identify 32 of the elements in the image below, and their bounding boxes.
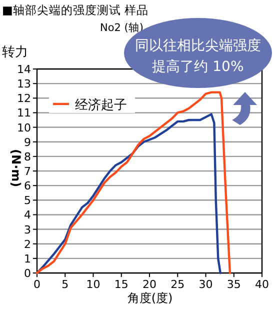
x-axis-title: 角度(度)	[127, 291, 173, 305]
x-tick-label: 20	[142, 278, 156, 291]
x-tick-label: 40	[255, 278, 269, 291]
x-tick-label: 30	[198, 278, 213, 291]
y-tick-label: 5	[24, 194, 31, 208]
x-tick-label: 5	[62, 278, 69, 291]
x-tick-label: 25	[170, 278, 185, 291]
y-tick-label: 7	[24, 165, 31, 178]
annotation: 同以往相比尖端强度提高了约 10%	[135, 38, 261, 75]
text: (N·m)	[9, 149, 23, 188]
y-tick-label: 4	[24, 208, 31, 222]
y-tick-label: 8	[24, 150, 31, 164]
x-tick-label: 0	[34, 278, 40, 291]
y-tick-label: 13	[17, 78, 31, 91]
y-tick-label: 11	[17, 106, 31, 120]
y-tick-label: 14	[17, 63, 31, 76]
y-tick-label: 2	[24, 238, 31, 251]
line-series	[36, 113, 222, 274]
y-tick-label: 3	[24, 223, 31, 236]
x-tick-label: 35	[226, 278, 241, 291]
y-tick-label: 10	[17, 121, 31, 134]
chart-title: ■轴部尖端的强度测试 样品	[2, 3, 149, 17]
x-tick-label: 10	[86, 278, 100, 291]
legend-label: 经济起子	[75, 98, 127, 113]
y-tick-label: 12	[17, 92, 31, 106]
y-tick-label: 0	[24, 267, 31, 280]
y-axis-title: 转力	[2, 45, 28, 60]
y-tick-label: 6	[24, 180, 31, 193]
line-series	[36, 91, 232, 274]
x-tick-label: 15	[114, 278, 128, 291]
y-tick-label: 9	[24, 136, 31, 149]
y-tick-label: 1	[24, 252, 31, 266]
